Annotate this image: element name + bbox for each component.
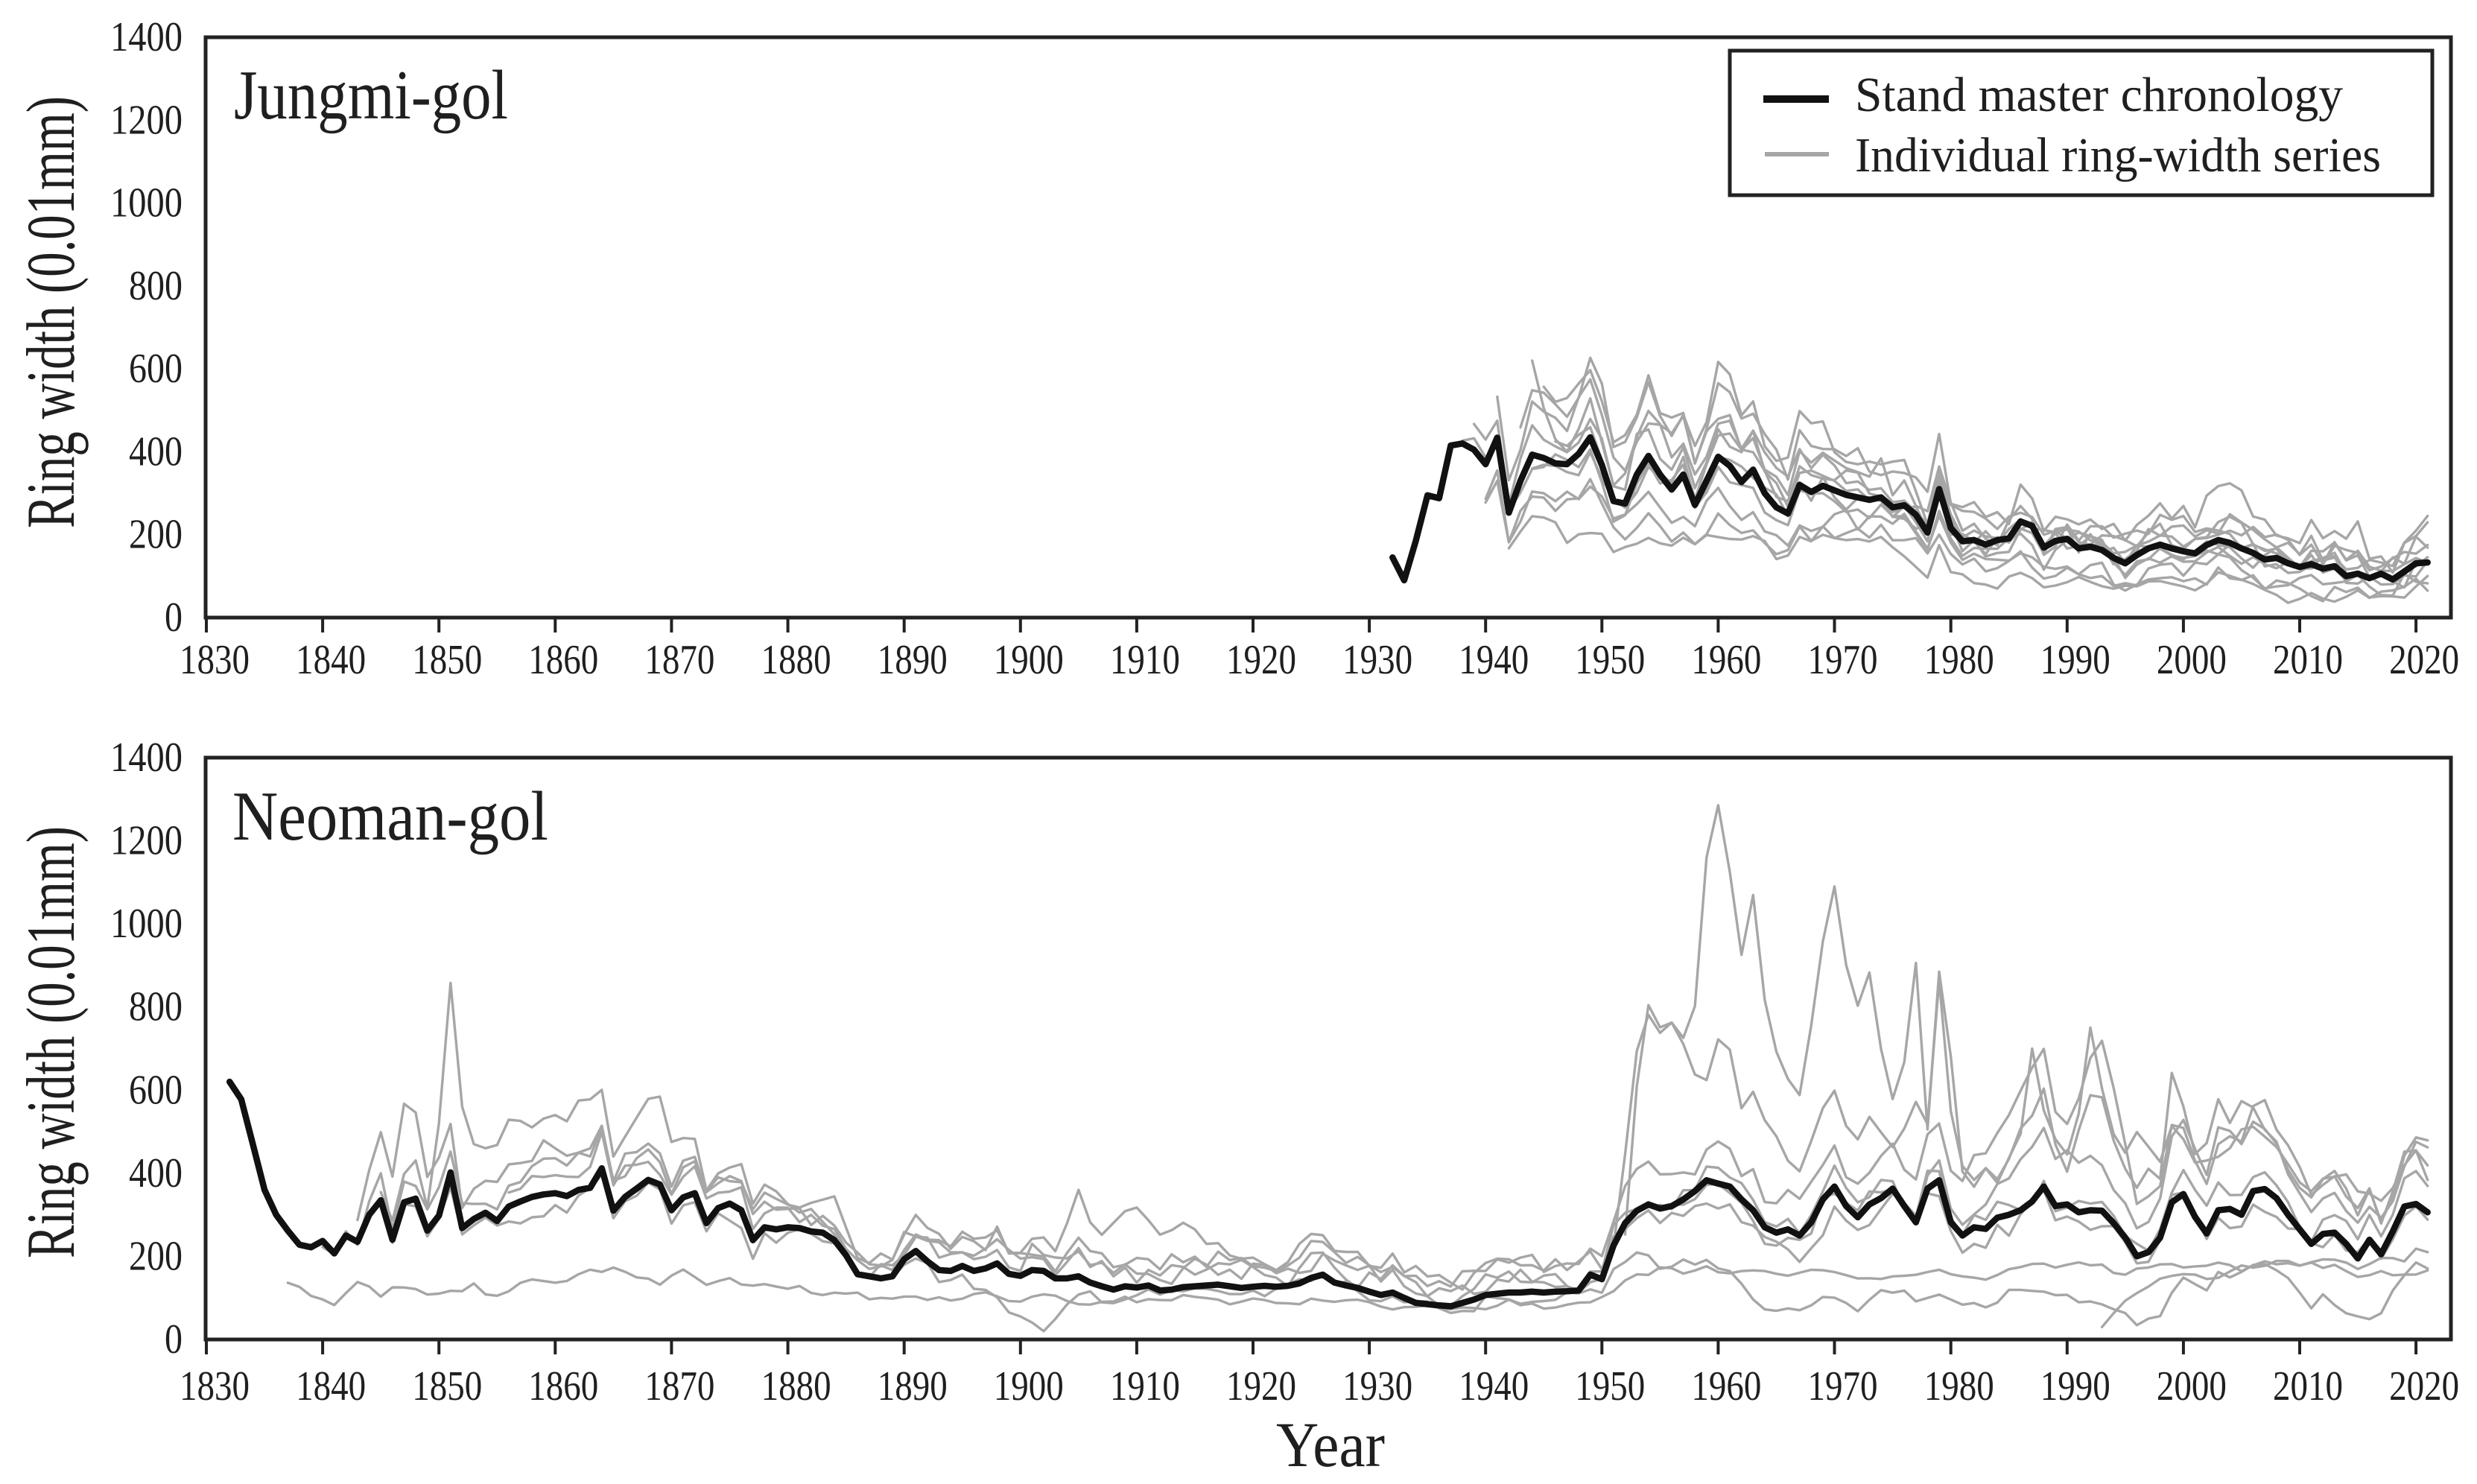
svg-text:1910: 1910 — [1110, 1363, 1180, 1410]
svg-text:400: 400 — [129, 1150, 183, 1196]
svg-text:Individual ring-width series: Individual ring-width series — [1855, 128, 2381, 183]
svg-text:1960: 1960 — [1691, 1363, 1761, 1410]
svg-text:200: 200 — [129, 1233, 183, 1279]
svg-text:1900: 1900 — [994, 637, 1064, 683]
svg-text:1850: 1850 — [412, 637, 482, 683]
svg-text:1920: 1920 — [1226, 637, 1296, 683]
svg-text:1920: 1920 — [1226, 1363, 1296, 1410]
svg-text:1960: 1960 — [1691, 637, 1761, 683]
svg-text:800: 800 — [129, 984, 183, 1030]
svg-text:1830: 1830 — [180, 1363, 250, 1410]
svg-text:1990: 1990 — [2040, 637, 2110, 683]
svg-text:0: 0 — [165, 1316, 183, 1363]
svg-text:1980: 1980 — [1924, 637, 1994, 683]
svg-text:800: 800 — [129, 263, 183, 309]
svg-text:1970: 1970 — [1808, 1363, 1878, 1410]
svg-text:1840: 1840 — [296, 1363, 366, 1410]
svg-text:1400: 1400 — [110, 14, 183, 60]
svg-text:Stand master chronology: Stand master chronology — [1855, 68, 2343, 122]
svg-text:1950: 1950 — [1575, 1363, 1645, 1410]
svg-text:1990: 1990 — [2040, 1363, 2110, 1410]
svg-text:600: 600 — [129, 346, 183, 392]
svg-text:2010: 2010 — [2273, 637, 2343, 683]
svg-text:Year: Year — [1276, 1409, 1385, 1480]
svg-text:1400: 1400 — [110, 735, 183, 781]
svg-text:1870: 1870 — [644, 1363, 714, 1410]
svg-text:1200: 1200 — [110, 818, 183, 864]
svg-text:1850: 1850 — [412, 1363, 482, 1410]
svg-text:600: 600 — [129, 1067, 183, 1113]
svg-text:1860: 1860 — [528, 1363, 598, 1410]
svg-text:1980: 1980 — [1924, 1363, 1994, 1410]
svg-text:Neoman-gol: Neoman-gol — [232, 778, 548, 855]
svg-text:2000: 2000 — [2157, 637, 2227, 683]
svg-text:1840: 1840 — [296, 637, 366, 683]
svg-text:1890: 1890 — [878, 637, 948, 683]
svg-text:1200: 1200 — [110, 97, 183, 143]
svg-text:2020: 2020 — [2389, 1363, 2459, 1410]
svg-text:1910: 1910 — [1110, 637, 1180, 683]
svg-text:1860: 1860 — [528, 637, 598, 683]
svg-text:Ring width (0.01mm): Ring width (0.01mm) — [13, 826, 89, 1258]
svg-text:1890: 1890 — [878, 1363, 948, 1410]
svg-text:2000: 2000 — [2157, 1363, 2227, 1410]
svg-text:1930: 1930 — [1342, 637, 1412, 683]
svg-text:1940: 1940 — [1459, 1363, 1529, 1410]
svg-text:400: 400 — [129, 428, 183, 475]
svg-text:1940: 1940 — [1459, 637, 1529, 683]
svg-text:Jungmi-gol: Jungmi-gol — [234, 57, 508, 134]
svg-text:1900: 1900 — [994, 1363, 1064, 1410]
svg-text:1930: 1930 — [1342, 1363, 1412, 1410]
svg-text:1000: 1000 — [110, 180, 183, 226]
svg-text:1870: 1870 — [644, 637, 714, 683]
svg-text:1830: 1830 — [180, 637, 250, 683]
svg-text:Ring width (0.01mm): Ring width (0.01mm) — [13, 96, 89, 528]
svg-text:1880: 1880 — [761, 637, 831, 683]
svg-text:1970: 1970 — [1808, 637, 1878, 683]
svg-text:0: 0 — [165, 594, 183, 641]
svg-text:1950: 1950 — [1575, 637, 1645, 683]
svg-text:1880: 1880 — [761, 1363, 831, 1410]
svg-text:2020: 2020 — [2389, 637, 2459, 683]
svg-text:2010: 2010 — [2273, 1363, 2343, 1410]
svg-text:1000: 1000 — [110, 901, 183, 947]
svg-text:200: 200 — [129, 512, 183, 558]
